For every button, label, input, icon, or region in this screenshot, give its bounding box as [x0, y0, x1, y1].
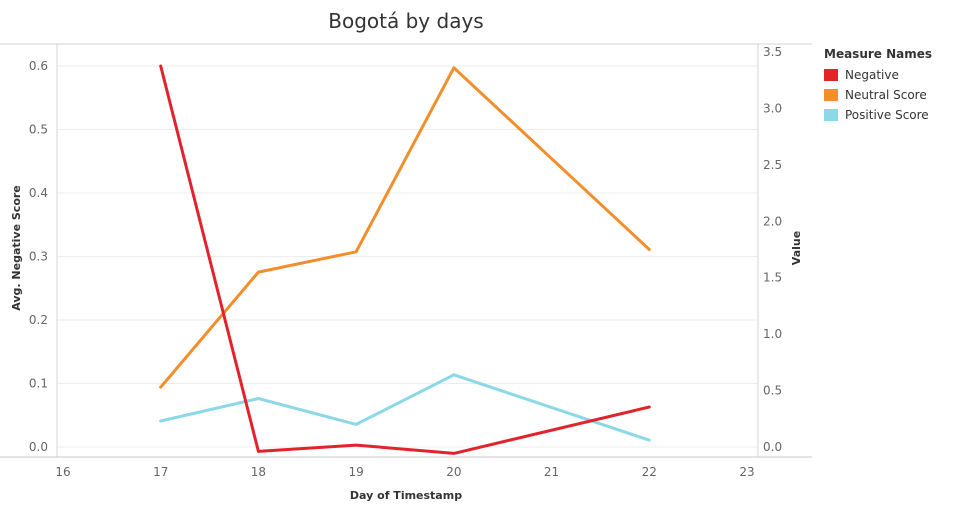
y-right-tick-label: 2.5	[763, 158, 782, 172]
y-right-tick-label: 3.0	[763, 101, 782, 115]
y-axis-left-label: Avg. Negative Score	[10, 185, 23, 311]
series-line-neutral-score	[159, 66, 651, 389]
legend-swatch	[824, 109, 838, 121]
y-right-tick-label: 0.0	[763, 440, 782, 454]
x-tick-label: 21	[544, 465, 559, 479]
legend: Measure Names Negative Neutral Score Posit…	[824, 47, 932, 125]
series-lines	[159, 64, 651, 455]
y-right-tick-label: 1.0	[763, 327, 782, 341]
series-line-positive-score	[159, 373, 651, 442]
legend-label: Negative	[845, 68, 899, 82]
axis-labels: Day of Timestamp Avg. Negative Score Val…	[10, 185, 803, 502]
x-tick-label: 19	[349, 465, 364, 479]
series-line-negative	[159, 64, 651, 455]
x-tick-label: 16	[55, 465, 70, 479]
y-axis-right-label: Value	[790, 231, 803, 265]
x-tick-label: 17	[153, 465, 168, 479]
y-left-tick-label: 0.5	[29, 123, 48, 137]
y-left-tick-label: 0.4	[29, 186, 48, 200]
y-right-tick-label: 0.5	[763, 384, 782, 398]
legend-swatch	[824, 89, 838, 101]
x-tick-label: 18	[251, 465, 266, 479]
x-tick-label: 20	[446, 465, 461, 479]
y-left-tick-label: 0.0	[29, 440, 48, 454]
legend-label: Positive Score	[845, 108, 929, 122]
legend-item: Negative	[824, 65, 932, 85]
y-right-tick-label: 1.5	[763, 271, 782, 285]
y-left-tick-label: 0.3	[29, 250, 48, 264]
gridlines	[57, 65, 758, 448]
axes: 0.0 0.1 0.2 0.3 0.4 0.5 0.6 0.0 0.5 1.0 1.5 2.0 2.5 3…	[0, 43, 812, 479]
chart-plot: 0.0 0.1 0.2 0.3 0.4 0.5 0.6 0.0 0.5 1.0 1.5 2.0 2.5 3…	[0, 43, 812, 502]
x-tick-label: 23	[739, 465, 754, 479]
y-left-tick-label: 0.2	[29, 313, 48, 327]
chart-title: Bogotá by days	[328, 9, 484, 33]
y-left-tick-label: 0.6	[29, 59, 48, 73]
legend-title: Measure Names	[824, 47, 933, 61]
y-right-tick-label: 2.0	[763, 214, 782, 228]
legend-item: Neutral Score	[824, 85, 932, 105]
y-right-tick-label: 3.5	[763, 45, 782, 59]
legend-item: Positive Score	[824, 105, 932, 125]
x-tick-label: 22	[642, 465, 657, 479]
legend-swatch	[824, 69, 838, 81]
x-axis-label: Day of Timestamp	[350, 489, 462, 502]
legend-label: Neutral Score	[845, 88, 927, 102]
y-left-tick-label: 0.1	[29, 377, 48, 391]
